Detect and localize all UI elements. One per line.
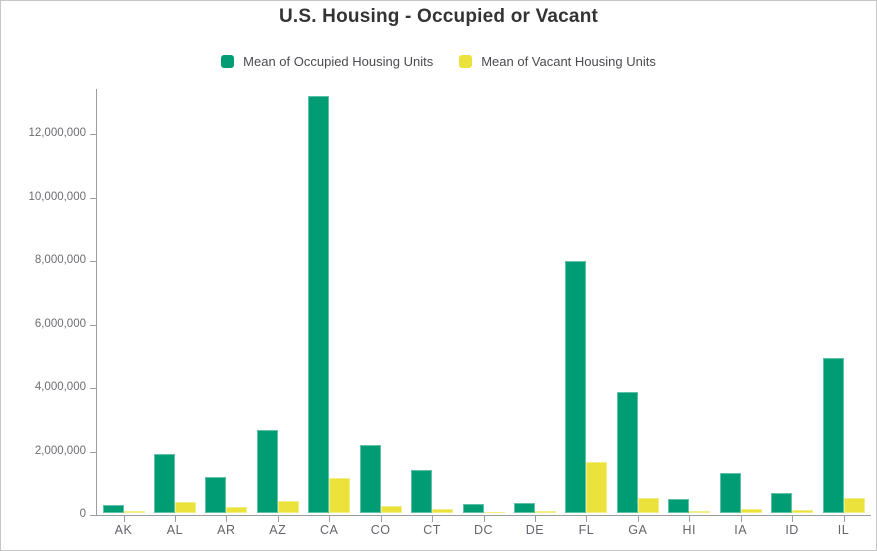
- bar-occupied-DC[interactable]: [462, 504, 484, 513]
- bar-occupied-GA[interactable]: [616, 392, 638, 513]
- bar-occupied-AR[interactable]: [205, 477, 227, 513]
- y-axis-tick-label: 2,000,000: [34, 444, 86, 457]
- legend-label-occupied: Mean of Occupied Housing Units: [243, 54, 434, 69]
- x-axis-tick: [226, 515, 228, 522]
- y-axis-tick-label: 4,000,000: [34, 381, 86, 393]
- x-axis-tick: [740, 515, 742, 522]
- bar-vacant-CO[interactable]: [380, 506, 402, 513]
- bar-occupied-FL[interactable]: [565, 261, 587, 513]
- x-axis-tick: [123, 515, 125, 522]
- x-axis-tick: [432, 515, 434, 522]
- bar-vacant-CT[interactable]: [432, 509, 454, 513]
- y-axis-tick-label: 10,000,000: [28, 190, 86, 203]
- x-axis-label-IA: IA: [734, 523, 748, 537]
- y-axis-tick-label: 12,000,000: [28, 127, 86, 139]
- bar-vacant-GA[interactable]: [637, 498, 659, 513]
- bar-vacant-DC[interactable]: [483, 512, 505, 513]
- x-axis-tick: [483, 515, 485, 522]
- x-axis-label-AZ: AZ: [269, 523, 287, 537]
- x-axis-label-CO: CO: [370, 523, 391, 537]
- bar-vacant-DE[interactable]: [534, 511, 556, 513]
- bar-vacant-AR[interactable]: [226, 507, 248, 513]
- y-axis-tick: [90, 388, 96, 389]
- bar-vacant-CA[interactable]: [329, 478, 351, 513]
- bar-vacant-ID[interactable]: [792, 510, 814, 513]
- chart-title: U.S. Housing - Occupied or Vacant: [278, 6, 599, 27]
- bar-occupied-CO[interactable]: [359, 445, 381, 513]
- bar-vacant-AL[interactable]: [174, 502, 196, 513]
- y-axis-tick-label: 6,000,000: [34, 317, 86, 330]
- bar-vacant-IA[interactable]: [740, 509, 762, 513]
- bar-occupied-IL[interactable]: [822, 358, 844, 513]
- x-axis-tick: [586, 515, 588, 522]
- x-axis-label-CA: CA: [320, 523, 339, 537]
- bar-occupied-DE[interactable]: [513, 503, 535, 513]
- bar-occupied-AK[interactable]: [102, 505, 124, 513]
- y-axis-tick-label: 0: [79, 508, 86, 520]
- bar-occupied-AL[interactable]: [153, 454, 175, 513]
- legend-label-vacant: Mean of Vacant Housing Units: [481, 54, 656, 69]
- bar-vacant-AK[interactable]: [123, 511, 145, 513]
- x-axis-label-AR: AR: [217, 523, 236, 537]
- x-axis-label-FL: FL: [578, 523, 595, 537]
- bar-occupied-CA[interactable]: [308, 96, 330, 513]
- legend-swatch-occupied-icon: [221, 55, 235, 68]
- bar-occupied-HI[interactable]: [668, 499, 690, 513]
- x-axis-label-CT: CT: [423, 523, 441, 537]
- x-axis-tick: [689, 515, 691, 522]
- x-axis-label-DC: DC: [473, 523, 494, 537]
- x-axis-tick: [792, 515, 794, 522]
- x-axis-label-ID: ID: [785, 523, 799, 537]
- y-axis-tick: [90, 451, 96, 453]
- x-axis-label-AL: AL: [166, 523, 184, 537]
- bar-occupied-AZ[interactable]: [256, 430, 278, 513]
- x-axis-tick: [534, 515, 536, 522]
- legend: Mean of Occupied Housing Units Mean of V…: [1, 54, 876, 69]
- y-axis-tick: [90, 261, 96, 262]
- x-axis-tick: [329, 515, 331, 522]
- legend-item-vacant[interactable]: Mean of Vacant Housing Units: [459, 54, 656, 69]
- bar-occupied-IA[interactable]: [719, 473, 741, 513]
- x-axis-tick: [277, 515, 279, 522]
- y-axis-tick: [90, 197, 96, 199]
- legend-item-occupied[interactable]: Mean of Occupied Housing Units: [221, 54, 433, 69]
- x-axis-label-AK: AK: [114, 523, 133, 537]
- y-axis-tick: [90, 134, 96, 135]
- x-axis-tick: [843, 515, 845, 522]
- y-axis-line: [96, 89, 97, 515]
- bar-occupied-CT[interactable]: [411, 470, 433, 513]
- x-axis-tick: [637, 515, 639, 522]
- legend-swatch-vacant-icon: [459, 55, 473, 68]
- bar-occupied-ID[interactable]: [771, 493, 793, 513]
- bar-vacant-FL[interactable]: [586, 462, 608, 513]
- y-axis-tick: [90, 324, 96, 326]
- y-axis-tick: [90, 515, 96, 516]
- bar-vacant-HI[interactable]: [689, 511, 711, 513]
- x-axis-tick: [380, 515, 382, 522]
- x-axis-label-HI: HI: [682, 523, 696, 537]
- bar-vacant-IL[interactable]: [843, 498, 865, 513]
- x-axis-tick: [174, 515, 176, 522]
- x-axis-label-DE: DE: [525, 523, 545, 537]
- y-axis-tick-label: 8,000,000: [34, 254, 86, 266]
- x-axis-label-IL: IL: [837, 523, 850, 537]
- bar-vacant-AZ[interactable]: [277, 501, 299, 513]
- x-axis-label-GA: GA: [628, 523, 648, 537]
